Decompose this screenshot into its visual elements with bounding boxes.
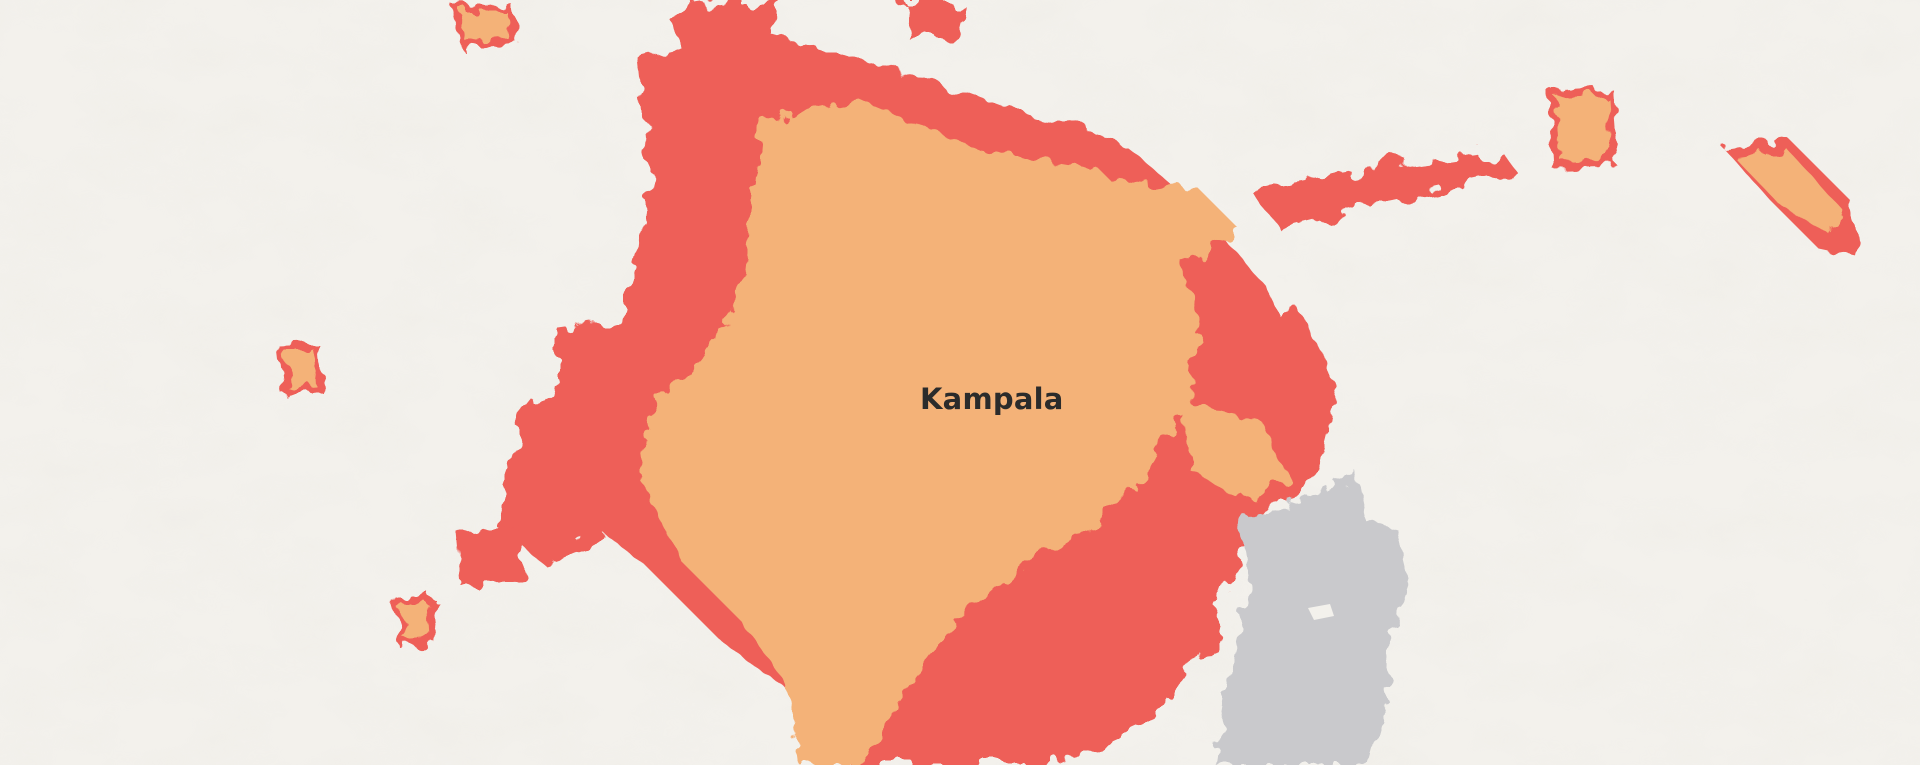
lake-island xyxy=(1308,604,1334,620)
settlement-west-cluster xyxy=(455,525,525,585)
lake-water xyxy=(1215,470,1410,765)
urban-core-layer xyxy=(640,100,1290,765)
outlying-settlements xyxy=(278,4,1858,648)
city-label-kampala: Kampala xyxy=(920,382,1064,416)
